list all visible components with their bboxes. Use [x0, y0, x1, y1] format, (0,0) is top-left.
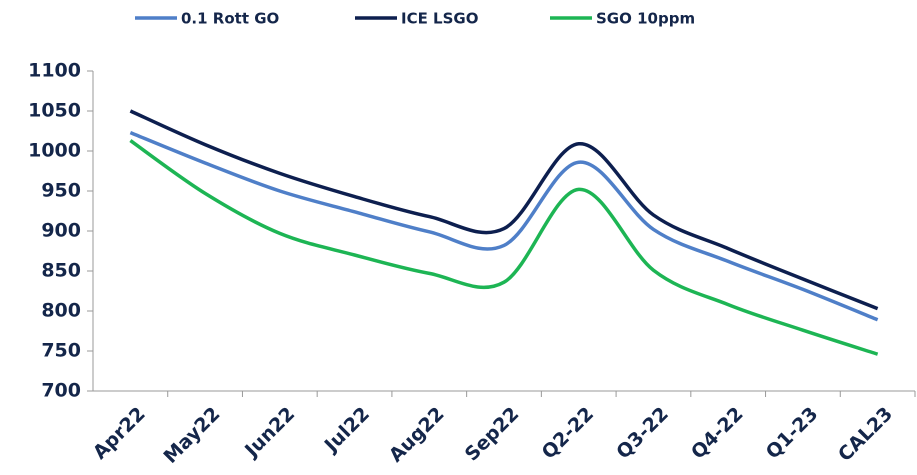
x-tick-label: CAL23 [834, 403, 897, 466]
series-line [129, 139, 879, 356]
x-tick-label: Apr22 [89, 403, 150, 464]
y-tick-label: 900 [41, 220, 81, 242]
x-tick-label: Jul22 [319, 403, 374, 458]
x-tick-label: Q2-22 [538, 403, 599, 464]
y-tick-label: 850 [41, 260, 81, 282]
x-tick-label: Sep22 [461, 403, 524, 466]
x-tick-label: Jun22 [239, 403, 299, 463]
legend-label: 0.1 Rott GO [181, 10, 279, 28]
legend-label: SGO 10ppm [596, 10, 695, 28]
y-tick-label: 1050 [28, 100, 81, 122]
x-tick-label: Q4-22 [687, 403, 748, 464]
legend-label: ICE LSGO [401, 10, 478, 28]
y-tick-label: 1100 [28, 60, 81, 82]
y-tick-label: 750 [41, 340, 81, 362]
y-tick-label: 800 [41, 300, 81, 322]
series-line [129, 109, 879, 311]
x-tick-label: Aug22 [385, 403, 449, 467]
x-tick-label: Q3-22 [612, 403, 673, 464]
series-line [129, 130, 879, 322]
y-tick-label: 950 [41, 180, 81, 202]
y-tick-label: 700 [41, 380, 81, 402]
x-tick-label: Q1-23 [762, 403, 823, 464]
y-tick-label: 1000 [28, 140, 81, 162]
x-tick-label: May22 [159, 403, 224, 468]
